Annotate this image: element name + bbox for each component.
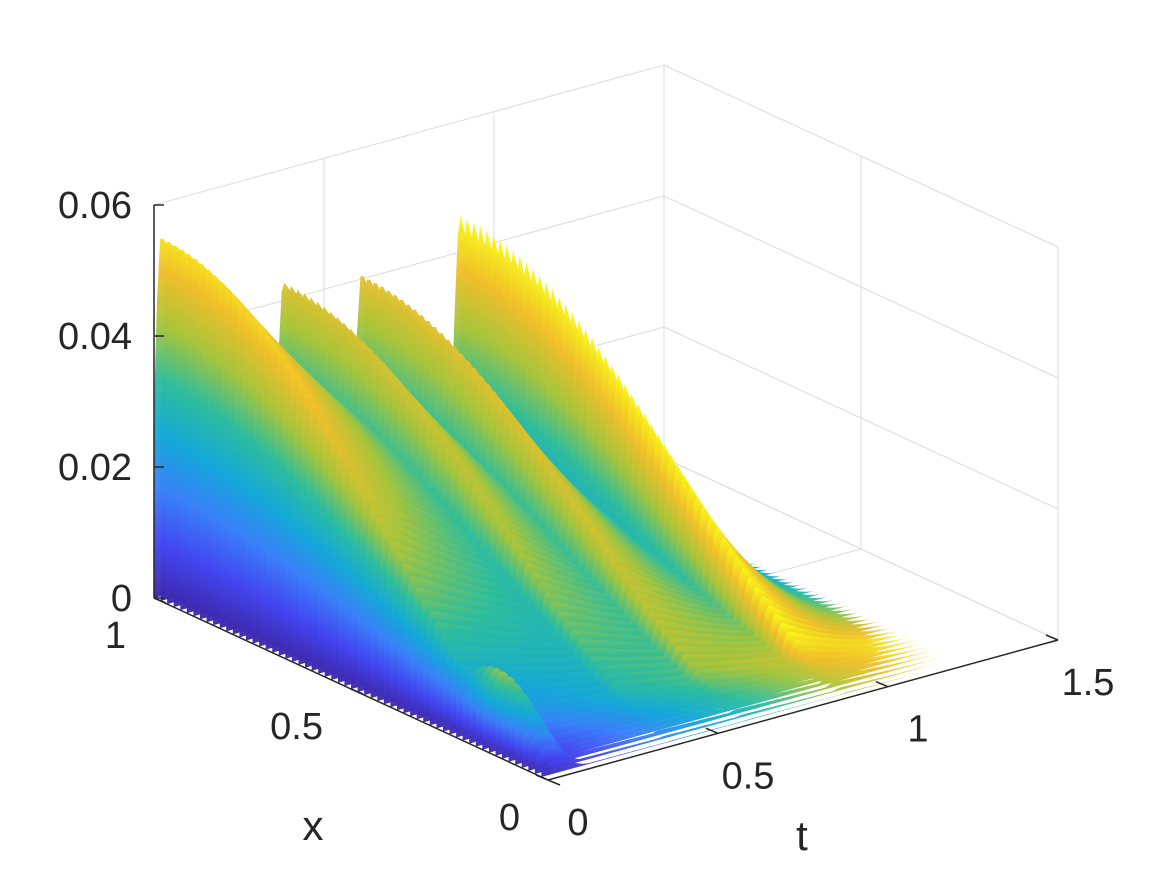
x-tick-label: 0.5: [270, 706, 323, 748]
t-tick: [705, 727, 719, 735]
x-tick: [153, 597, 167, 604]
x-tick-label: 0: [499, 797, 520, 839]
surface-slice: [541, 660, 967, 777]
t-tick-label: 0.5: [722, 755, 775, 797]
z-tick-label: 0.04: [58, 316, 132, 358]
t-axis-line: [547, 639, 1059, 781]
t-tick: [875, 680, 889, 688]
t-tick: [1045, 634, 1059, 641]
x-axis-label: x: [303, 802, 324, 849]
surface-slice: [528, 654, 954, 771]
z-tick-label: 0.02: [58, 447, 132, 489]
x-tick-label: 1: [105, 615, 126, 657]
t-tick-label: 1.5: [1062, 662, 1115, 704]
grid-line-z-back: [153, 64, 665, 206]
t-tick-label: 1: [907, 709, 928, 751]
t-tick-label: 0: [567, 802, 588, 844]
surface-slice: [521, 651, 947, 768]
t-axis-label: t: [796, 812, 808, 859]
surface: [154, 215, 973, 780]
z-tick-label: 0.06: [58, 185, 132, 227]
x-tick: [547, 779, 561, 786]
surface-slice: [534, 657, 960, 774]
z-tick-label: 0: [111, 578, 132, 620]
axis-labels: t x: [303, 802, 809, 859]
x-tick: [350, 688, 364, 695]
t-tick: [535, 774, 549, 781]
